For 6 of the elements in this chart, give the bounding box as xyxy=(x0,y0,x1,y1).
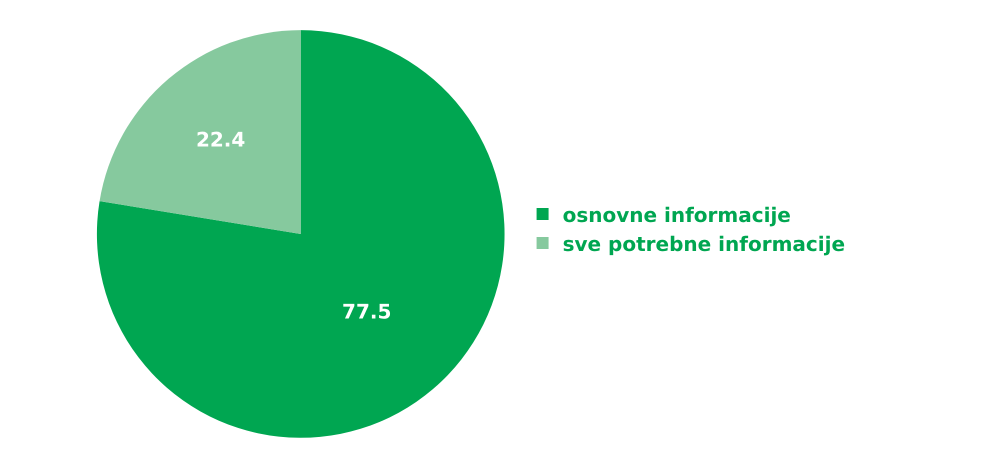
pie-slice xyxy=(100,30,301,234)
pie-slice xyxy=(97,30,504,438)
data-label: 22.4 xyxy=(196,128,246,152)
legend-label: sve potrebne informacije xyxy=(562,232,846,256)
legend-label: osnovne informacije xyxy=(562,202,791,227)
data-label: 77.5 xyxy=(342,300,392,324)
